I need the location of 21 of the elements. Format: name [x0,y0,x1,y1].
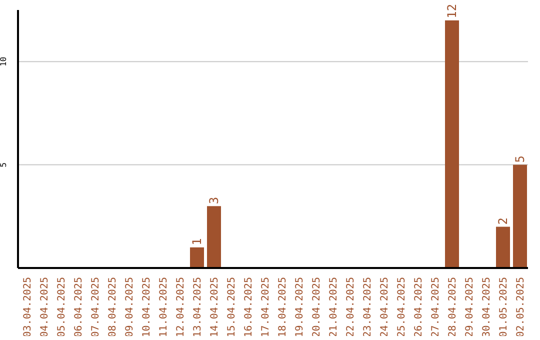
x-tick-label: 12.04.2025 [176,277,186,338]
x-tick-label: 17.04.2025 [260,277,272,338]
x-tick-label: 13.04.2025 [192,277,204,338]
x-tick-label: 10.04.2025 [142,277,152,338]
y-tick-label: 10 [0,56,8,66]
data-label: 2 [496,217,510,225]
bar [496,226,510,268]
x-tick-label: 19.04.2025 [294,277,306,338]
x-tick-label: 16.04.2025 [244,277,254,338]
bar [445,20,459,268]
bar [190,247,204,268]
data-label: 1 [190,238,204,246]
x-tick-label: 14.04.2025 [210,277,220,338]
x-tick-label: 11.04.2025 [158,277,170,338]
data-label: 5 [513,156,527,163]
bar [207,206,221,268]
x-tick-label: 18.04.2025 [278,277,288,338]
data-label: 3 [207,196,221,204]
x-tick-label: 15.04.2025 [226,277,238,338]
data-label: 12 [445,4,459,18]
bar [513,164,527,268]
